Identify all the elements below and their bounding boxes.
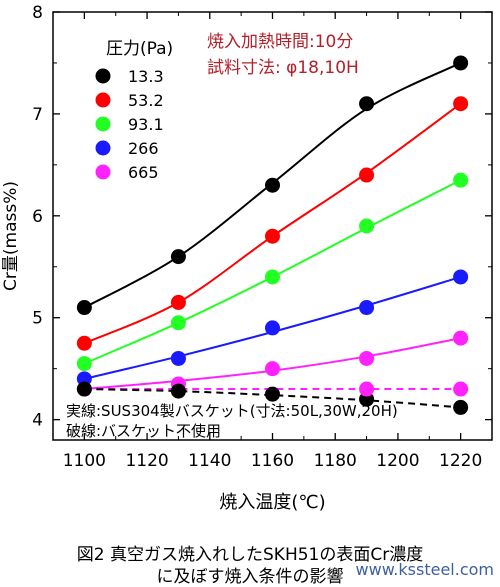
data-point bbox=[265, 320, 280, 336]
data-point bbox=[359, 167, 375, 183]
data-point bbox=[76, 300, 92, 316]
data-point bbox=[76, 356, 92, 372]
data-point bbox=[76, 335, 92, 351]
note-dashed-line: 破線:バスケット不使用 bbox=[66, 422, 221, 440]
data-point-no-basket bbox=[265, 386, 280, 402]
data-point-no-basket bbox=[453, 399, 469, 415]
legend-marker bbox=[95, 140, 111, 156]
legend-label: 665 bbox=[128, 163, 159, 182]
data-point bbox=[359, 300, 375, 316]
legend-marker bbox=[95, 92, 111, 108]
data-point bbox=[170, 315, 186, 331]
y-tick-label: 5 bbox=[32, 309, 43, 329]
data-point bbox=[453, 172, 469, 188]
condition-text-2: 試料寸法: φ18,10H bbox=[207, 58, 359, 78]
data-point bbox=[453, 269, 469, 285]
figure-caption-line1: 図2 真空ガス焼入れしたSKH51の表面Cr濃度 bbox=[76, 545, 424, 565]
data-point bbox=[170, 294, 186, 310]
y-tick-label: 7 bbox=[32, 105, 43, 125]
legend: 圧力(Pa) 13.3 53.2 93.1 266 665 bbox=[95, 39, 173, 182]
figure-caption-line2: に及ぼす焼入条件の影響 bbox=[156, 567, 344, 587]
data-point-no-basket bbox=[170, 383, 186, 399]
y-tick-label: 8 bbox=[32, 3, 43, 23]
data-point bbox=[265, 228, 280, 244]
chart: 1100 1120 1140 1160 1180 1200 1220 4 5 6 7 8 焼入温度(℃)… bbox=[1, 3, 493, 513]
legend-label: 93.1 bbox=[128, 115, 164, 134]
x-tick-label: 1160 bbox=[251, 451, 294, 471]
condition-text-1: 焼入加熱時間:10分 bbox=[207, 32, 353, 52]
watermark: www.kssteel.com bbox=[355, 560, 494, 579]
y-tick-label: 4 bbox=[32, 411, 43, 431]
y-tick-label: 6 bbox=[32, 207, 43, 227]
y-axis-label: Cr量(mass%) bbox=[1, 181, 21, 291]
data-point bbox=[453, 330, 469, 346]
data-point-no-basket bbox=[359, 381, 375, 397]
data-point bbox=[170, 350, 186, 366]
data-point bbox=[359, 218, 375, 234]
x-tick-label: 1180 bbox=[314, 451, 357, 471]
legend-marker bbox=[95, 164, 111, 180]
x-axis-label: 焼入温度(℃) bbox=[219, 492, 325, 513]
legend-label: 266 bbox=[128, 139, 159, 158]
data-point bbox=[265, 269, 280, 285]
legend-label: 53.2 bbox=[128, 91, 164, 110]
legend-marker bbox=[95, 68, 111, 84]
note-solid-line: 実線:SUS304製バスケット(寸法:50L,30W,20H) bbox=[66, 402, 398, 420]
data-point bbox=[265, 177, 280, 193]
series-points bbox=[76, 55, 469, 415]
x-tick-label: 1100 bbox=[63, 451, 106, 471]
data-point bbox=[265, 361, 280, 377]
x-tick-label: 1120 bbox=[125, 451, 168, 471]
axes: 1100 1120 1140 1160 1180 1200 1220 4 5 6 7 8 焼入温度(℃)… bbox=[1, 3, 493, 513]
data-point bbox=[453, 55, 469, 71]
data-point-no-basket bbox=[76, 381, 92, 397]
legend-title: 圧力(Pa) bbox=[106, 39, 173, 59]
data-point bbox=[359, 350, 375, 366]
legend-label: 13.3 bbox=[128, 67, 164, 86]
data-point bbox=[453, 96, 469, 112]
x-tick-label: 1140 bbox=[188, 451, 231, 471]
data-point bbox=[359, 96, 375, 112]
data-point-no-basket bbox=[453, 381, 469, 397]
legend-marker bbox=[95, 116, 111, 132]
x-tick-label: 1200 bbox=[376, 451, 419, 471]
dashed-line bbox=[84, 388, 461, 409]
x-tick-label: 1220 bbox=[439, 451, 482, 471]
data-point bbox=[170, 249, 186, 265]
